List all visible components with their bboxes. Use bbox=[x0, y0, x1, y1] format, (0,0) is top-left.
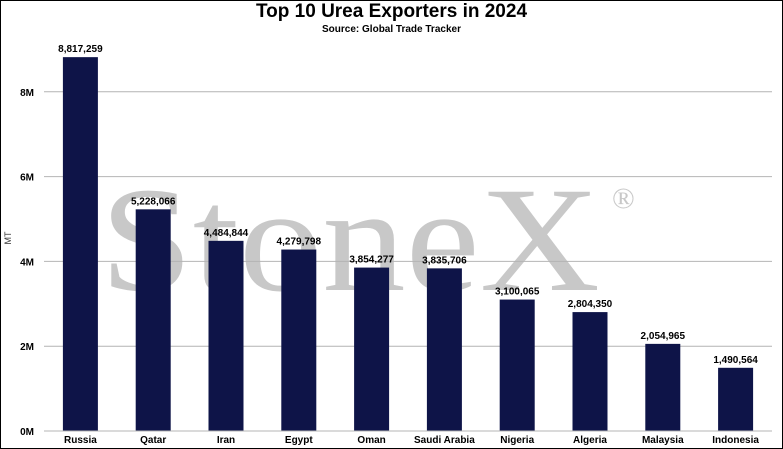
chart-title: Top 10 Urea Exporters in 2024 bbox=[255, 1, 528, 22]
bar-value-label: 3,100,065 bbox=[495, 287, 540, 298]
bar-value-label: 3,835,706 bbox=[422, 255, 467, 266]
x-tick-label: Indonesia bbox=[712, 435, 759, 446]
bar bbox=[718, 367, 754, 431]
bar bbox=[208, 240, 244, 431]
bar-value-label: 2,804,350 bbox=[568, 299, 613, 310]
bar bbox=[499, 299, 535, 431]
y-axis-label: MT bbox=[3, 231, 13, 245]
bar-value-label: 2,054,965 bbox=[641, 331, 686, 342]
x-tick-label: Egypt bbox=[285, 435, 313, 446]
bar-value-label: 1,490,564 bbox=[713, 355, 758, 366]
bar bbox=[572, 312, 608, 431]
y-tick-label: 6M bbox=[20, 173, 34, 184]
bar-value-label: 8,817,259 bbox=[58, 44, 103, 55]
x-tick-label: Malaysia bbox=[642, 435, 684, 446]
x-tick-label: Russia bbox=[64, 435, 97, 446]
bar bbox=[645, 343, 681, 431]
y-tick-label: 8M bbox=[20, 88, 34, 99]
bar-value-label: 4,279,798 bbox=[277, 237, 322, 248]
bar bbox=[426, 268, 462, 431]
x-tick-label: Oman bbox=[357, 435, 385, 446]
x-tick-label: Qatar bbox=[140, 435, 166, 446]
x-tick-label: Algeria bbox=[573, 435, 607, 446]
y-tick-label: 2M bbox=[20, 342, 34, 353]
y-tick-label: 0M bbox=[20, 427, 34, 438]
bar bbox=[135, 209, 171, 431]
bar-value-label: 4,484,844 bbox=[204, 228, 249, 239]
bar bbox=[281, 249, 317, 431]
x-tick-label: Iran bbox=[217, 435, 235, 446]
x-tick-label: Saudi Arabia bbox=[414, 435, 475, 446]
bar bbox=[62, 57, 98, 431]
bar-value-label: 5,228,066 bbox=[131, 196, 176, 207]
y-tick-label: 4M bbox=[20, 257, 34, 268]
chart-subtitle: Source: Global Trade Tracker bbox=[322, 24, 461, 35]
bar-value-label: 3,854,277 bbox=[349, 255, 394, 266]
bar bbox=[354, 267, 390, 431]
x-tick-label: Nigeria bbox=[500, 435, 534, 446]
